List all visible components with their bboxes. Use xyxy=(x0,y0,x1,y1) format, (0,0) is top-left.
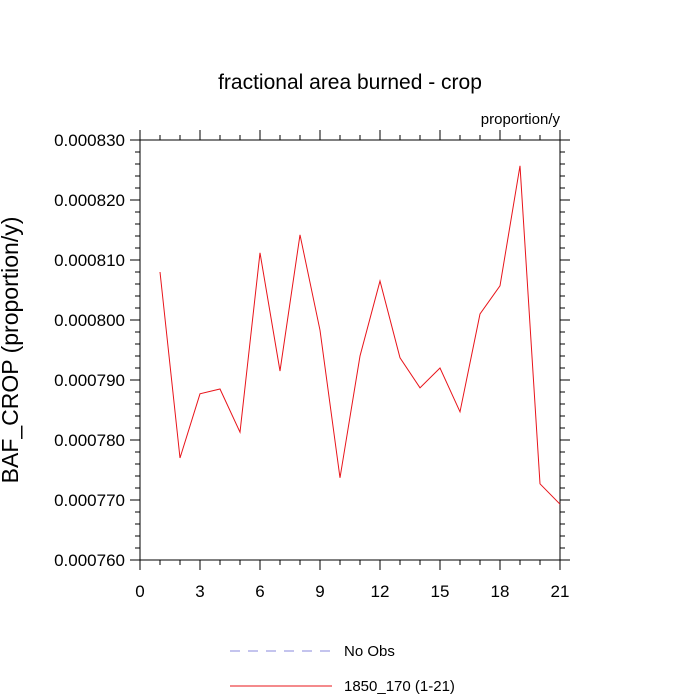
legend-label: 1850_170 (1-21) xyxy=(344,678,455,695)
series-line xyxy=(159,165,561,505)
y-tick-label: 0.000760 xyxy=(54,551,125,570)
legend-label: No Obs xyxy=(344,643,395,660)
y-tick-label: 0.000800 xyxy=(54,311,125,330)
x-tick-label: 6 xyxy=(255,582,264,601)
plot-frame xyxy=(139,139,561,561)
chart-title: fractional area burned - crop xyxy=(218,71,482,94)
units-label: proportion/y xyxy=(481,111,561,128)
x-tick-label: 9 xyxy=(315,582,324,601)
y-tick-label: 0.000830 xyxy=(54,131,125,150)
y-tick-label: 0.000780 xyxy=(54,431,125,450)
x-tick-label: 18 xyxy=(491,582,510,601)
x-tick-label: 3 xyxy=(195,582,204,601)
y-axis-label: BAF_CROP (proportion/y) xyxy=(0,217,23,484)
legend: No Obs 1850_170 (1-21) xyxy=(230,643,455,695)
y-tick-label: 0.000810 xyxy=(54,251,125,270)
y-tick-label: 0.000820 xyxy=(54,191,125,210)
y-tick-label: 0.000770 xyxy=(54,491,125,510)
x-tick-label: 15 xyxy=(431,582,450,601)
y-tick-label: 0.000790 xyxy=(54,371,125,390)
x-tick-label: 0 xyxy=(135,582,144,601)
x-tick-label: 21 xyxy=(551,582,570,601)
plot-axes: 0 3 6 9 12 15 18 21 0.000760 0.000770 0.000780 0.00… xyxy=(54,130,570,601)
series-layer xyxy=(159,165,561,505)
x-tick-label: 12 xyxy=(371,582,390,601)
